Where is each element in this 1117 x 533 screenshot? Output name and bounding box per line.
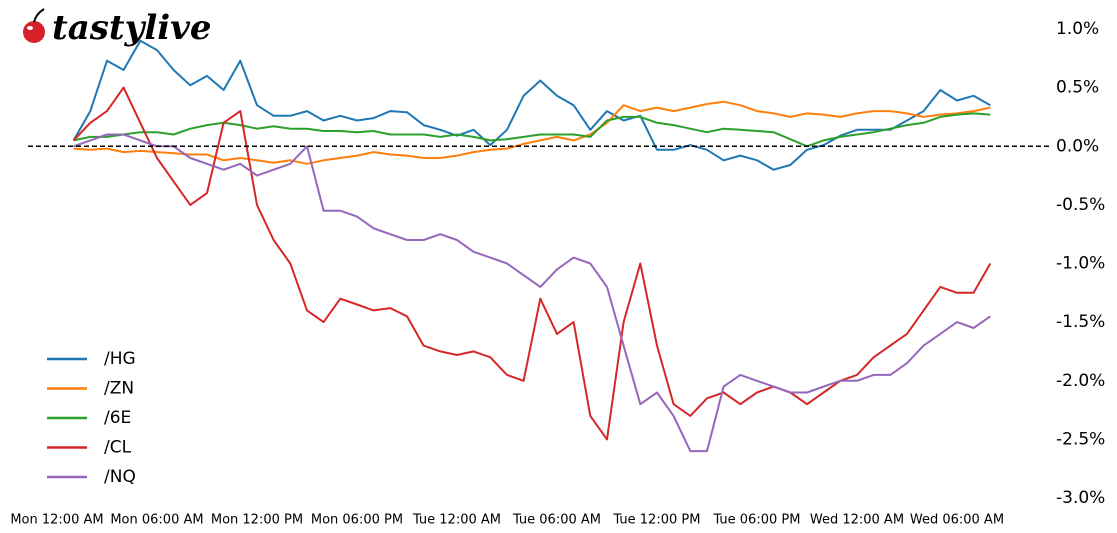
y-tick-label: -0.5%: [1056, 195, 1105, 215]
legend-label: /HG: [104, 349, 136, 369]
legend-label: /NQ: [104, 467, 136, 487]
series-line: [72, 39, 991, 171]
x-tick-label: Mon 12:00 PM: [211, 513, 303, 528]
y-tick-label: -3.0%: [1056, 488, 1105, 508]
legend-label: /6E: [104, 408, 131, 428]
x-tick-label: Wed 06:00 AM: [910, 513, 1004, 528]
x-tick-label: Mon 06:00 AM: [110, 513, 203, 528]
series-line: [73, 100, 991, 165]
y-tick-label: -1.0%: [1056, 254, 1105, 274]
logo-text: tastylive: [52, 8, 212, 48]
x-tick-label: Wed 12:00 AM: [810, 513, 904, 528]
series-line: [73, 133, 991, 453]
x-tick-label: Tue 06:00 AM: [512, 513, 601, 528]
series-line: [72, 86, 992, 441]
y-tick-label: -1.5%: [1056, 312, 1105, 332]
legend-label: /CL: [104, 438, 132, 458]
y-tick-label: 1.0%: [1056, 19, 1099, 39]
x-tick-label: Tue 12:00 PM: [612, 513, 700, 528]
x-tick-label: Tue 06:00 PM: [712, 513, 800, 528]
logo-icon: [23, 8, 45, 43]
x-tick-label: Mon 06:00 PM: [311, 513, 403, 528]
y-tick-label: -2.5%: [1056, 429, 1105, 449]
legend-label: /ZN: [104, 379, 134, 399]
x-tick-label: Mon 12:00 AM: [10, 513, 103, 528]
y-tick-label: 0.0%: [1056, 136, 1099, 156]
series-line: [73, 112, 991, 148]
y-tick-label: 0.5%: [1056, 78, 1099, 98]
x-tick-label: Tue 12:00 AM: [412, 513, 501, 528]
y-tick-label: -2.0%: [1056, 371, 1105, 391]
